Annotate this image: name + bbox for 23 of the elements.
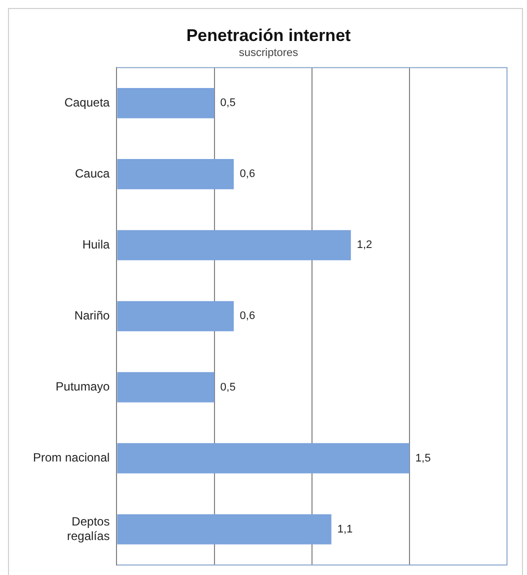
- chart-title: Penetración internet: [186, 26, 352, 45]
- bar: [117, 372, 214, 402]
- data-label: 0,5: [220, 381, 236, 394]
- y-tick-label: Huila: [82, 237, 110, 252]
- y-tick-label: Caqueta: [64, 95, 110, 110]
- bar: [117, 514, 332, 544]
- bar: [117, 443, 410, 474]
- data-label: 0,5: [220, 97, 236, 110]
- data-label: 1,2: [356, 239, 372, 252]
- bar: [117, 159, 234, 190]
- y-tick-label: Nariño: [74, 308, 110, 323]
- data-label: 1,1: [337, 523, 353, 536]
- y-tick-label: Putumayo: [56, 380, 110, 394]
- chart-subtitle: suscriptores: [238, 47, 299, 60]
- data-label: 1,5: [415, 452, 431, 464]
- bar: [117, 88, 214, 118]
- y-tick-label: Deptos regalías: [67, 514, 110, 543]
- data-label: 0,6: [240, 310, 256, 322]
- y-tick-label: Prom nacional: [32, 450, 110, 465]
- data-label: 0,6: [240, 168, 256, 180]
- bar: [117, 301, 234, 332]
- bar: [117, 230, 351, 260]
- y-tick-label: Cauca: [75, 166, 110, 180]
